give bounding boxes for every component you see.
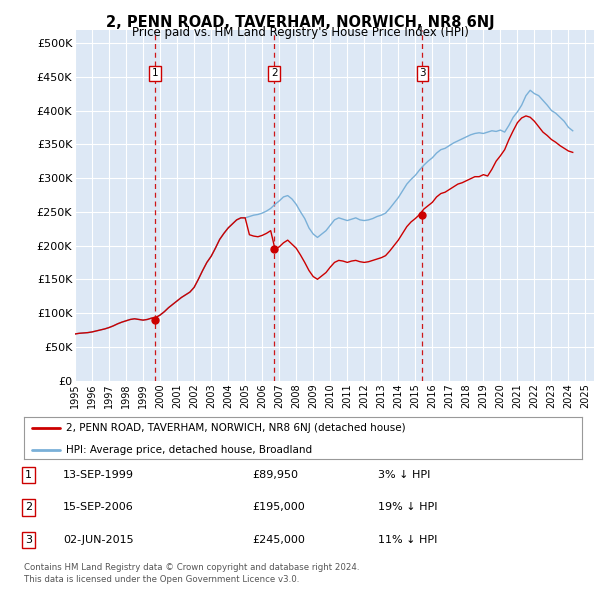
Text: Price paid vs. HM Land Registry's House Price Index (HPI): Price paid vs. HM Land Registry's House … [131, 26, 469, 39]
Text: 2, PENN ROAD, TAVERHAM, NORWICH, NR8 6NJ (detached house): 2, PENN ROAD, TAVERHAM, NORWICH, NR8 6NJ… [66, 424, 406, 434]
Text: 02-JUN-2015: 02-JUN-2015 [63, 535, 134, 545]
Text: HPI: Average price, detached house, Broadland: HPI: Average price, detached house, Broa… [66, 445, 312, 455]
Text: Contains HM Land Registry data © Crown copyright and database right 2024.: Contains HM Land Registry data © Crown c… [24, 563, 359, 572]
Text: 2: 2 [271, 68, 278, 78]
Text: 3% ↓ HPI: 3% ↓ HPI [378, 470, 430, 480]
Text: 1: 1 [25, 470, 32, 480]
Text: 3: 3 [25, 535, 32, 545]
Text: £195,000: £195,000 [252, 503, 305, 512]
Text: 19% ↓ HPI: 19% ↓ HPI [378, 503, 437, 512]
Text: This data is licensed under the Open Government Licence v3.0.: This data is licensed under the Open Gov… [24, 575, 299, 584]
Text: £245,000: £245,000 [252, 535, 305, 545]
Text: 13-SEP-1999: 13-SEP-1999 [63, 470, 134, 480]
Text: 1: 1 [152, 68, 158, 78]
Text: 15-SEP-2006: 15-SEP-2006 [63, 503, 134, 512]
Text: 3: 3 [419, 68, 426, 78]
Text: 2, PENN ROAD, TAVERHAM, NORWICH, NR8 6NJ: 2, PENN ROAD, TAVERHAM, NORWICH, NR8 6NJ [106, 15, 494, 30]
Text: 11% ↓ HPI: 11% ↓ HPI [378, 535, 437, 545]
Text: 2: 2 [25, 503, 32, 512]
Text: £89,950: £89,950 [252, 470, 298, 480]
